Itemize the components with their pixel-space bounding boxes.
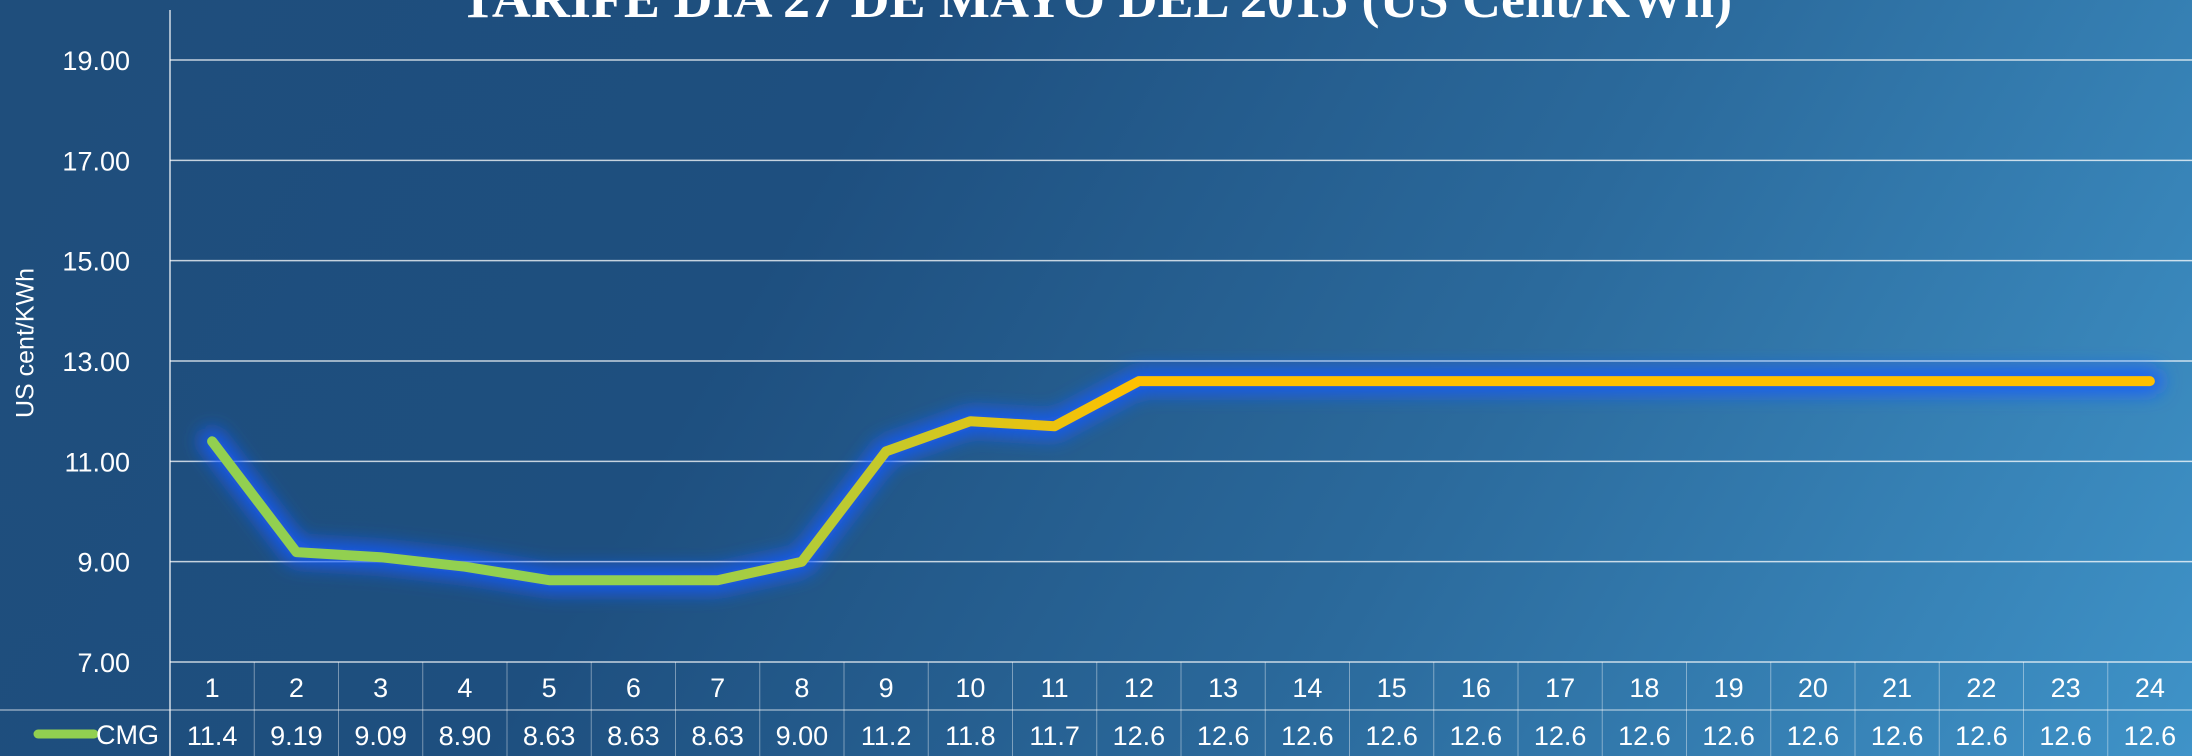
x-tick-label: 17 [1545,673,1575,703]
data-point [207,436,217,446]
data-point [797,557,807,567]
x-tick-label: 4 [457,673,472,703]
x-tick-label: 2 [289,673,304,703]
x-tick-label: 6 [626,673,641,703]
table-value-cell: 12.6 [2124,721,2177,751]
x-tick-label: 21 [1882,673,1912,703]
data-point [1555,376,1565,386]
y-tick-label: 19.00 [62,46,130,76]
x-tick-label: 7 [710,673,725,703]
table-value-cell: 12.6 [1702,721,1755,751]
table-value-cell: 12.6 [1281,721,1334,751]
x-tick-label: 24 [2135,673,2165,703]
table-value-cell: 9.09 [354,721,407,751]
data-point [1302,376,1312,386]
data-point [881,446,891,456]
data-point [965,416,975,426]
x-tick-label: 13 [1208,673,1238,703]
table-value-cell: 8.63 [691,721,744,751]
x-tick-label: 9 [879,673,894,703]
data-point [1808,376,1818,386]
data-point [1134,376,1144,386]
x-tick-label: 22 [1966,673,1996,703]
data-point [1639,376,1649,386]
data-point [1724,376,1734,386]
x-tick-label: 20 [1798,673,1828,703]
y-tick-label: 17.00 [62,146,130,176]
data-point [2145,376,2155,386]
data-point [1218,376,1228,386]
y-axis: 7.00 9.00 11.00 13.00 15.00 17.00 19.00 [62,46,130,678]
data-point [713,575,723,585]
table-value-cell: 11.7 [1029,721,1080,751]
table-value-cell: 9.19 [270,721,323,751]
table-value-cell: 12.6 [1113,721,1166,751]
y-tick-label: 11.00 [64,447,130,477]
table-value-cell: 12.6 [2039,721,2092,751]
table-value-cell: 8.63 [607,721,660,751]
table-value-cell: 12.6 [1534,721,1587,751]
data-point [2061,376,2071,386]
table-value-cell: 8.90 [439,721,492,751]
x-tick-label: 16 [1461,673,1491,703]
x-tick-label: 12 [1124,673,1154,703]
x-tick-label: 10 [955,673,985,703]
x-tick-label: 8 [794,673,809,703]
table-value-cell: 12.6 [1197,721,1250,751]
chart-title: TARIFE DIA 27 DE MAYO DEL 2015 (US Cent/… [0,0,2192,30]
y-tick-label: 7.00 [77,648,130,678]
y-tick-label: 13.00 [62,347,130,377]
data-point [460,562,470,572]
y-tick-label: 9.00 [77,548,130,578]
x-tick-label: 23 [2051,673,2081,703]
data-point [1387,376,1397,386]
table-value-cell: 12.6 [1365,721,1418,751]
x-tick-label: 1 [205,673,220,703]
legend-series-name: CMG [96,720,159,750]
table-value-cell: 12.6 [1618,721,1671,751]
series-line-glow [199,368,2163,594]
x-tick-label: 18 [1629,673,1659,703]
table-value-cell: 8.63 [523,721,576,751]
table-value-cell: 12.6 [1871,721,1924,751]
x-tick-label: 3 [373,673,388,703]
x-tick-label: 11 [1041,673,1069,703]
series-line-cmg [207,376,2155,586]
data-point [1892,376,1902,386]
table-value-cell: 12.6 [1450,721,1503,751]
x-tick-label: 15 [1377,673,1407,703]
data-point [1976,376,1986,386]
table-value-cell: 12.6 [1787,721,1840,751]
y-tick-label: 15.00 [62,247,130,277]
data-point [628,575,638,585]
x-tick-label: 19 [1714,673,1744,703]
data-point [1050,421,1060,431]
table-value-cell: 11.8 [945,721,996,751]
data-point [544,575,554,585]
table-value-cell: 11.2 [861,721,912,751]
data-table: 1 2 3 4 5 6 7 8 9 10 11 12 13 14 15 16 17 18 19 20 21 22 23 24C… [0,662,2192,756]
data-point [376,552,386,562]
data-point [1471,376,1481,386]
table-value-cell: 9.00 [776,721,829,751]
x-tick-label: 14 [1292,673,1322,703]
x-tick-label: 5 [542,673,557,703]
series-layer [199,368,2163,594]
table-value-cell: 12.6 [1955,721,2008,751]
data-point [291,547,301,557]
table-value-cell: 11.4 [187,721,238,751]
